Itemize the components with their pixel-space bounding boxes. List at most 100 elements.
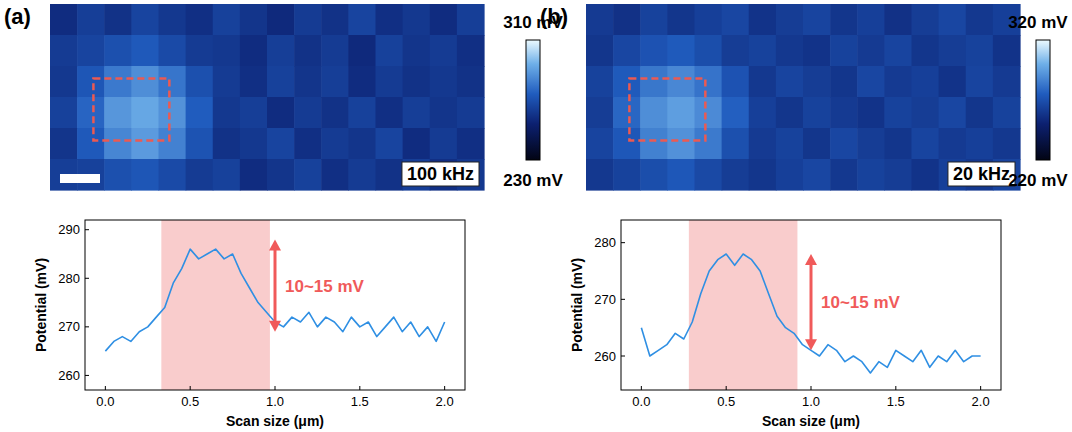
y-tick	[621, 242, 625, 243]
heatmap-cell	[776, 66, 804, 98]
colorbar-label: 220 mV	[1008, 171, 1068, 190]
heatmap-cell	[749, 128, 777, 160]
x-tick	[359, 386, 360, 390]
heatmap-cell	[321, 97, 349, 129]
heatmap-cell	[993, 66, 1021, 98]
heatmap-cell	[803, 35, 831, 67]
heatmap-cell	[884, 66, 912, 98]
heatmap-cell	[50, 66, 78, 98]
heatmap-cell	[348, 97, 376, 129]
y-tick	[621, 356, 625, 357]
heatmap-cell	[857, 159, 885, 191]
heatmap-cell	[104, 128, 132, 160]
x-tick	[895, 386, 896, 390]
heatmap-cell	[613, 97, 641, 129]
heatmap-cell	[186, 97, 214, 129]
heatmap-cell	[695, 159, 723, 191]
x-axis-title: Scan size (μm)	[762, 413, 860, 429]
heatmap-cell	[722, 159, 750, 191]
heatmap-cell	[939, 4, 967, 36]
heatmap-cell	[403, 66, 431, 98]
x-axis-title: Scan size (μm)	[226, 413, 324, 429]
heatmap-cell	[749, 35, 777, 67]
heatmap-cell	[993, 97, 1021, 129]
heatmap-cell	[857, 97, 885, 129]
heatmap-cell	[640, 4, 668, 36]
profile-line	[641, 254, 980, 373]
heatmap-cell	[457, 35, 485, 67]
heatmap-cell	[830, 97, 858, 129]
heatmap-cell	[640, 35, 668, 67]
heatmap-cell	[403, 4, 431, 36]
heatmap-cell	[104, 66, 132, 98]
heatmap-cell	[457, 128, 485, 160]
range-arrow	[805, 254, 817, 350]
heatmap-cell	[695, 35, 723, 67]
heatmap-cell	[267, 159, 295, 191]
heatmap-cell	[613, 4, 641, 36]
range-arrow	[269, 239, 281, 331]
y-tick-label: 270	[58, 319, 80, 334]
heatmap-cell	[586, 4, 614, 36]
heatmap-cell	[376, 35, 404, 67]
heatmap-cell	[830, 4, 858, 36]
y-tick	[85, 278, 89, 279]
colorbar	[526, 40, 540, 160]
line-panel: 0.00.51.01.52.0260270280290Scan size (μm…	[33, 220, 465, 429]
heatmap-cell	[348, 159, 376, 191]
heatmap-cell	[240, 128, 268, 160]
y-tick	[621, 299, 625, 300]
heatmap-cell	[403, 35, 431, 67]
heatmap-cell	[586, 66, 614, 98]
heatmap-cell	[939, 66, 967, 98]
heatmap-cell	[640, 66, 668, 98]
heatmap-cell	[348, 128, 376, 160]
heatmap-cell	[240, 4, 268, 36]
heatmap-cell	[457, 97, 485, 129]
heatmap-cell	[776, 128, 804, 160]
heatmap-cell	[776, 97, 804, 129]
line-panel: 0.00.51.01.52.0260270280Scan size (μm)Po…	[569, 220, 1001, 429]
heatmap-cell	[457, 66, 485, 98]
figure: 100 kHz(a)230 mV310 mV0.00.51.01.52.0260…	[0, 0, 1072, 432]
frequency-label-box	[948, 162, 1015, 186]
heatmap-cell	[613, 159, 641, 191]
x-tick	[811, 386, 812, 390]
heatmap-cell	[803, 159, 831, 191]
heatmap-cell	[857, 4, 885, 36]
heatmap-cell	[348, 66, 376, 98]
heatmap-cell	[857, 35, 885, 67]
heatmap-cell	[240, 66, 268, 98]
heatmap-cell	[376, 159, 404, 191]
heatmap-cells	[586, 4, 1021, 191]
heatmap-cell	[213, 159, 241, 191]
x-tick	[275, 386, 276, 390]
heatmap-cell	[857, 66, 885, 98]
heatmap-cell	[430, 4, 458, 36]
heatmap-cell	[50, 97, 78, 129]
x-tick	[444, 386, 445, 390]
heatmap-cell	[104, 35, 132, 67]
heatmap-cell	[159, 128, 187, 160]
heatmap-cell	[884, 159, 912, 191]
selection-square	[629, 78, 705, 140]
heatmap-cell	[912, 35, 940, 67]
heatmap-cell	[912, 97, 940, 129]
heatmap-cell	[430, 35, 458, 67]
heatmap-cell	[294, 97, 322, 129]
x-tick	[641, 386, 642, 390]
heatmap-cell	[294, 4, 322, 36]
heatmap-cell	[376, 66, 404, 98]
x-tick	[190, 386, 191, 390]
heatmap-cell	[749, 159, 777, 191]
y-axis-title: Potential (mV)	[33, 258, 49, 352]
heatmap-cell	[857, 128, 885, 160]
heatmap-cell	[667, 66, 695, 98]
heatmap-cell	[776, 4, 804, 36]
y-axis-title: Potential (mV)	[569, 258, 585, 352]
heatmap-cell	[884, 128, 912, 160]
heatmap-cell	[267, 97, 295, 129]
heatmap-cell	[240, 97, 268, 129]
heatmap-cell	[403, 97, 431, 129]
heatmap-cell	[186, 159, 214, 191]
